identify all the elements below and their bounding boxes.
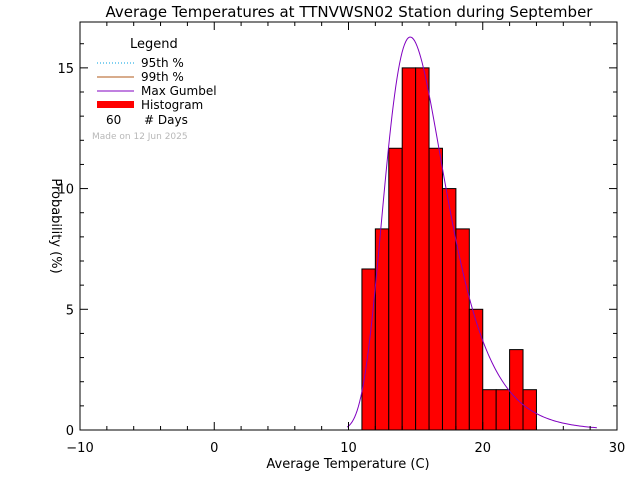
histogram-bar [415, 67, 430, 431]
x-tick-label: 20 [474, 441, 491, 456]
y-tick-label: 15 [57, 62, 74, 77]
legend-days-value: 60 [106, 113, 121, 127]
y-tick-label: 5 [66, 303, 74, 318]
made-on-note: Made on 12 Jun 2025 [92, 132, 188, 142]
legend-swatch-histogram [97, 101, 134, 108]
x-tick-label: 10 [340, 441, 357, 456]
histogram-bar [388, 147, 403, 431]
histogram-bar [495, 389, 511, 431]
x-tick-label: 0 [210, 441, 218, 456]
x-axis-label: Average Temperature (C) [266, 457, 429, 472]
histogram-bar [428, 147, 443, 431]
legend-days-label: # Days [144, 113, 188, 127]
histogram-bar [401, 67, 417, 431]
plot-area [346, 36, 597, 431]
histogram-bar [441, 188, 457, 431]
y-axis-ticks: 0 5 10 15 [57, 43, 617, 439]
x-axis-ticks: −10 0 10 20 30 [66, 22, 625, 456]
legend: Legend 95th % 99th % Max Gumbel Histogra… [92, 37, 217, 142]
histogram-bar [482, 389, 497, 431]
y-tick-label: 10 [57, 183, 74, 198]
legend-label-95th: 95th % [141, 56, 184, 70]
chart-title: Average Temperatures at TTNVWSN02 Statio… [106, 3, 594, 21]
y-tick-label: 0 [66, 424, 74, 439]
histogram-bar [468, 308, 484, 431]
histogram-bar [374, 228, 390, 431]
legend-title: Legend [130, 37, 178, 52]
legend-label-histogram: Histogram [141, 98, 203, 112]
legend-label-99th: 99th % [141, 70, 184, 84]
x-tick-label: −10 [66, 441, 93, 456]
histogram-bar [455, 228, 470, 431]
legend-label-gumbel: Max Gumbel [141, 84, 217, 98]
gumbel-curve [346, 36, 597, 429]
x-tick-label: 30 [609, 441, 626, 456]
y-axis-label: Probability (%) [48, 178, 63, 273]
histogram-bar [509, 349, 524, 431]
